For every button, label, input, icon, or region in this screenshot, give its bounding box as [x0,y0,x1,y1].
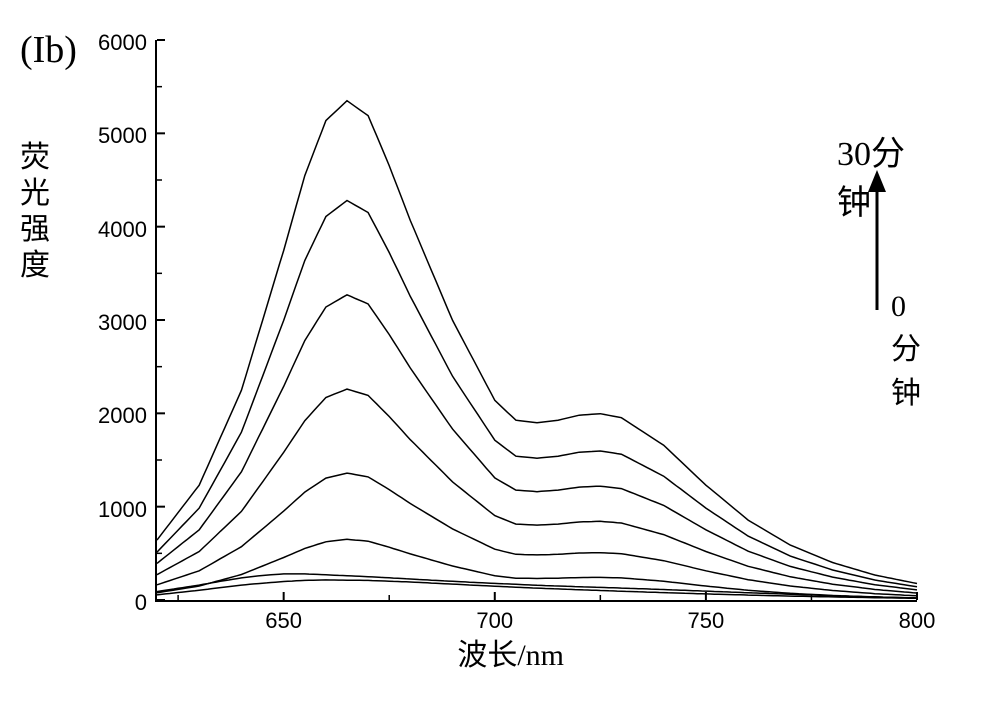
x-tick-label: 700 [476,600,513,634]
plot-area: 010002000300040005000600065070075080030分… [155,40,917,602]
y-tick-label: 6000 [87,30,157,56]
x-axis-label-text: 波长/nm [457,639,564,672]
x-tick-label: 750 [688,600,725,634]
y-tick-label: 1000 [87,497,157,523]
y-tick-label: 3000 [87,310,157,336]
y-axis-label: 荧光强度 [20,140,52,284]
y-axis-label-text: 荧光强度 [20,141,50,282]
plot-svg [157,40,917,600]
x-tick-label: 800 [899,600,936,634]
y-tick-label: 4000 [87,217,157,243]
panel-label: (Ib) [20,28,77,72]
arrow-label-bottom: 0分钟 [891,290,921,412]
y-tick-label: 2000 [87,403,157,429]
y-tick-label: 5000 [87,123,157,149]
figure-root: (Ib) 荧光强度 波长/nm 010002000300040005000600… [0,0,1000,720]
x-axis-label: 波长/nm [457,630,564,674]
y-tick-label: 0 [87,590,157,616]
arrow-label-top: 30分钟 [837,126,917,224]
x-tick-label: 650 [265,600,302,634]
